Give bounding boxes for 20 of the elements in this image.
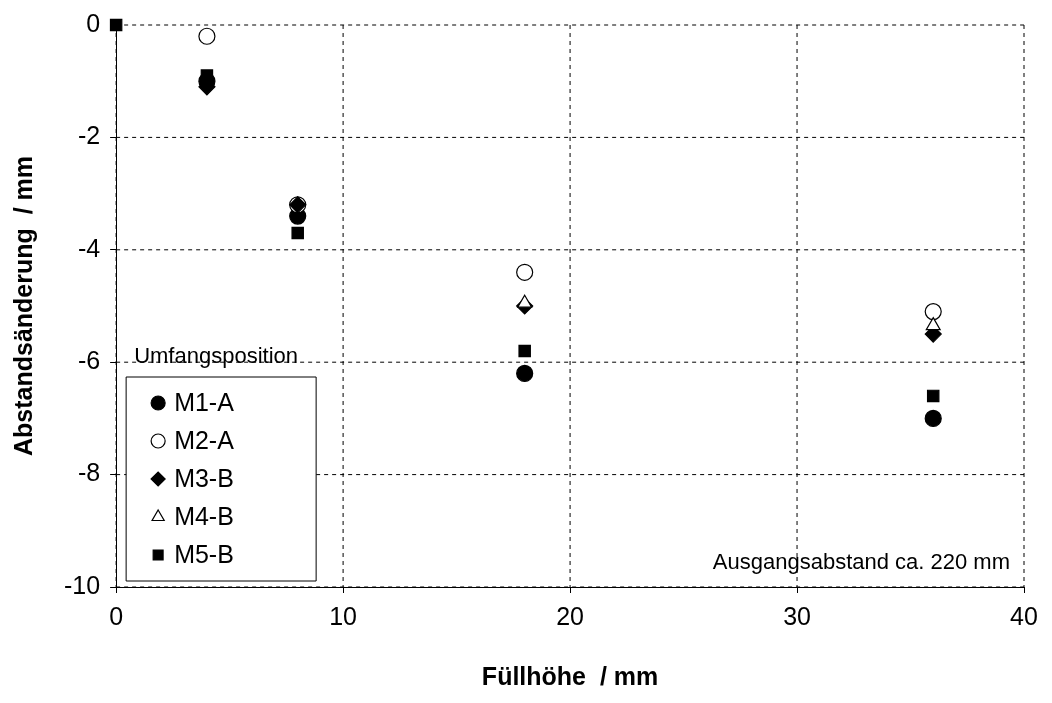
annotation: Ausgangsabstand ca. 220 mm bbox=[712, 549, 1010, 574]
y-tick-label: -6 bbox=[77, 346, 101, 375]
legend-title: Umfangsposition bbox=[134, 343, 299, 368]
x-tick-label: 10 bbox=[329, 601, 358, 630]
x-tick-label: 20 bbox=[556, 601, 584, 630]
x-axis-title: Füllhöhe / mm bbox=[481, 661, 659, 690]
y-axis-title: Abstandsänderung / mm bbox=[8, 155, 37, 457]
legend-label: M5-B bbox=[174, 539, 234, 568]
y-tick-label: -8 bbox=[77, 458, 101, 487]
y-tick-label: -4 bbox=[77, 233, 101, 262]
y-tick-label: -2 bbox=[77, 121, 101, 150]
legend-label: M1-A bbox=[174, 387, 235, 416]
y-tick-label: 0 bbox=[86, 8, 101, 37]
x-tick-label: 0 bbox=[109, 601, 124, 630]
legend-label: M3-B bbox=[174, 463, 234, 492]
y-tick-label: -10 bbox=[63, 570, 101, 599]
legend-label: M2-A bbox=[174, 425, 235, 454]
legend-label: M4-B bbox=[174, 501, 234, 530]
x-tick-label: 30 bbox=[783, 601, 811, 630]
x-tick-label: 40 bbox=[1010, 601, 1038, 630]
